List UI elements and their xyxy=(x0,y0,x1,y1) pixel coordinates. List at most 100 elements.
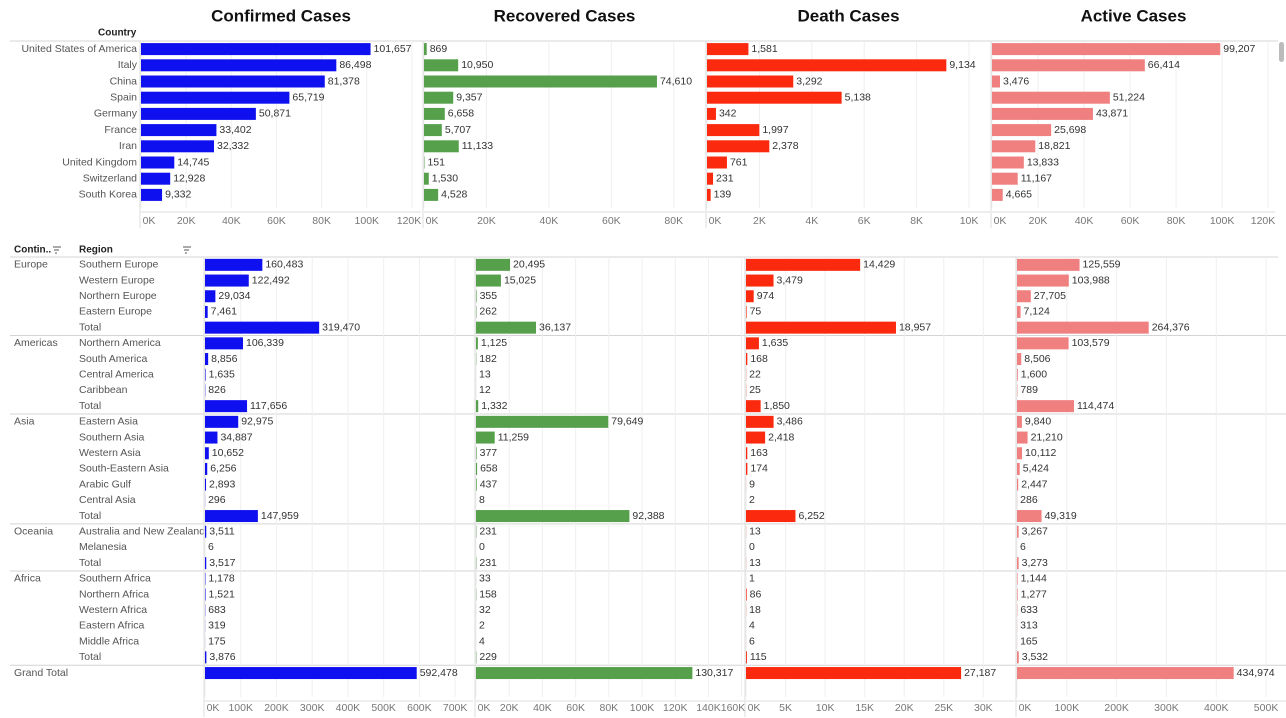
row-label: Eastern Asia xyxy=(79,416,138,428)
bar xyxy=(1017,557,1019,570)
bar xyxy=(746,258,861,271)
bar xyxy=(1017,305,1021,318)
bar xyxy=(424,188,439,201)
bar xyxy=(746,305,747,318)
value-label: 25 xyxy=(749,384,761,396)
x-tick-label: 25K xyxy=(934,702,953,714)
value-label: 4,528 xyxy=(441,189,467,201)
x-tick-label: 200K xyxy=(1104,702,1129,714)
column-header: Country xyxy=(98,28,137,39)
bar xyxy=(1017,415,1022,428)
value-label: 355 xyxy=(480,290,498,302)
row-label: Central Asia xyxy=(79,494,136,506)
value-label: 2,893 xyxy=(209,478,235,490)
value-label: 3,476 xyxy=(1003,75,1029,87)
bar xyxy=(746,415,774,428)
x-tick-label: 80K xyxy=(312,215,331,227)
value-label: 6,252 xyxy=(798,510,824,522)
value-label: 342 xyxy=(719,108,737,120)
value-label: 3,532 xyxy=(1022,651,1048,663)
bar xyxy=(746,462,748,475)
x-tick-label: 160K xyxy=(721,702,746,714)
value-label: 0 xyxy=(479,541,485,553)
value-label: 10,652 xyxy=(212,447,244,459)
value-label: 10,112 xyxy=(1025,447,1056,459)
value-label: 36,137 xyxy=(539,321,571,333)
value-label: 286 xyxy=(1020,494,1038,506)
value-label: 29,034 xyxy=(218,290,250,302)
bar xyxy=(746,337,759,350)
bar xyxy=(746,321,896,334)
value-label: 86,498 xyxy=(339,59,371,71)
value-label: 65,719 xyxy=(292,91,324,103)
value-label: 7,124 xyxy=(1024,306,1050,318)
value-label: 92,388 xyxy=(632,510,664,522)
x-tick-label: 40K xyxy=(533,702,552,714)
value-label: 3,267 xyxy=(1022,526,1048,538)
value-label: 434,974 xyxy=(1237,667,1275,679)
value-label: 174 xyxy=(750,463,768,475)
bar xyxy=(707,156,727,169)
value-label: 1,997 xyxy=(762,124,788,136)
bar xyxy=(707,59,947,72)
bar xyxy=(205,525,207,538)
x-tick-label: 0K xyxy=(426,215,439,227)
row-label: Italy xyxy=(118,59,138,71)
value-label: 4,665 xyxy=(1006,189,1032,201)
bar xyxy=(476,447,477,460)
value-label: 18 xyxy=(749,604,761,616)
value-label: 319 xyxy=(208,620,226,632)
value-label: 103,988 xyxy=(1072,274,1110,286)
x-tick-label: 100K xyxy=(355,215,380,227)
row-label: Western Asia xyxy=(79,447,141,459)
value-label: 103,579 xyxy=(1072,337,1110,349)
sort-icon[interactable] xyxy=(183,246,191,254)
bar xyxy=(1017,447,1023,460)
x-tick-label: 120K xyxy=(397,215,422,227)
value-label: 43,871 xyxy=(1096,108,1128,120)
column-header: Contin.. xyxy=(14,245,51,256)
x-tick-label: 700K xyxy=(443,702,468,714)
value-label: 99,207 xyxy=(1223,43,1255,55)
bar xyxy=(746,447,748,460)
value-label: 79,649 xyxy=(611,416,643,428)
bar xyxy=(476,415,609,428)
bar xyxy=(205,447,209,460)
row-label: Spain xyxy=(110,91,137,103)
row-label: Germany xyxy=(94,108,138,120)
value-label: 18,957 xyxy=(899,321,931,333)
row-label: Iran xyxy=(119,140,137,152)
bar xyxy=(141,188,163,201)
row-label: Total xyxy=(79,651,101,663)
x-tick-label: 300K xyxy=(1154,702,1179,714)
bar xyxy=(746,431,766,444)
value-label: 437 xyxy=(480,478,498,490)
bar xyxy=(476,337,478,350)
value-label: 25,698 xyxy=(1054,124,1086,136)
sort-icon[interactable] xyxy=(53,246,61,254)
bar xyxy=(476,258,511,271)
bar xyxy=(205,651,207,664)
value-label: 10,950 xyxy=(461,59,493,71)
value-label: 683 xyxy=(208,604,226,616)
bar xyxy=(1017,478,1019,491)
bar xyxy=(1017,431,1028,444)
x-tick-label: 40K xyxy=(540,215,559,227)
value-label: 264,376 xyxy=(1152,321,1190,333)
x-tick-label: 10K xyxy=(960,215,979,227)
value-label: 114,474 xyxy=(1077,400,1114,412)
bar xyxy=(992,59,1145,72)
value-label: 9,357 xyxy=(456,91,482,103)
value-label: 27,187 xyxy=(964,667,996,679)
bar xyxy=(746,274,774,287)
value-label: 6,256 xyxy=(210,463,236,475)
bar xyxy=(476,321,537,334)
scrollbar[interactable] xyxy=(1279,42,1284,62)
value-label: 2,447 xyxy=(1021,478,1047,490)
x-tick-label: 300K xyxy=(300,702,325,714)
bar xyxy=(1017,258,1080,271)
bar xyxy=(205,588,206,601)
bar xyxy=(1017,667,1234,680)
value-label: 1,530 xyxy=(432,172,458,184)
